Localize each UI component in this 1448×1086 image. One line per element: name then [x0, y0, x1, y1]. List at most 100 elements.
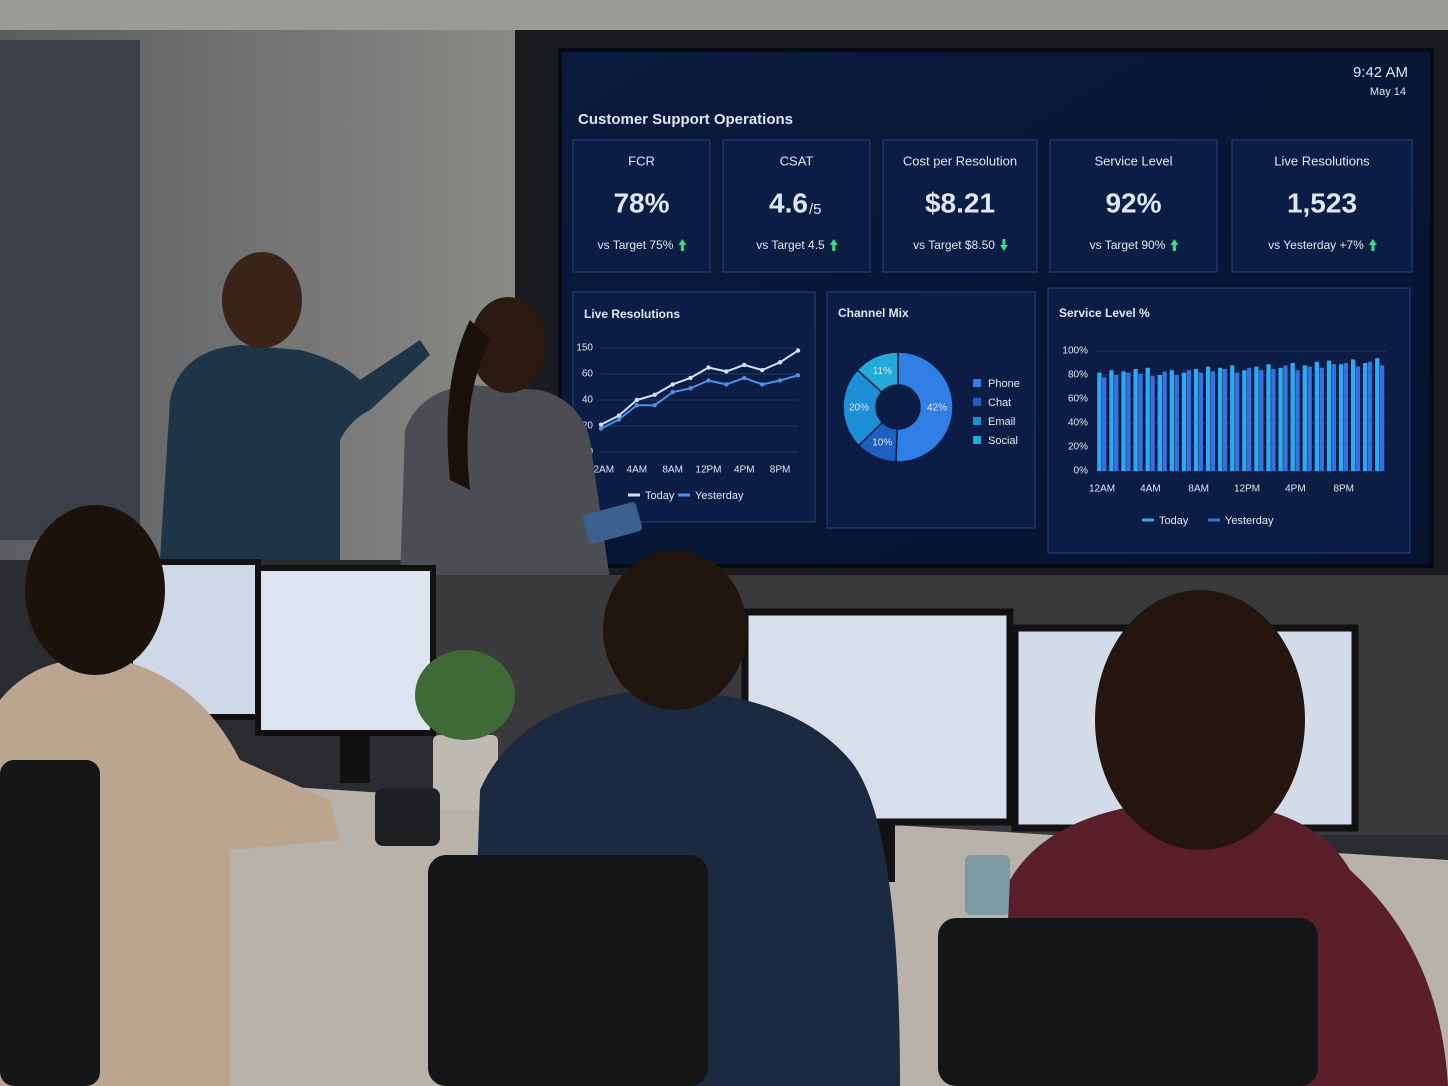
y-tick-label: 20: [582, 421, 594, 432]
point: [670, 390, 675, 395]
bar: [1338, 364, 1344, 471]
plant-leaves: [415, 650, 515, 740]
bar: [1295, 370, 1300, 471]
x-tick-label: 12PM: [695, 465, 721, 476]
monitor: [255, 565, 436, 736]
dashboard-title: Customer Support Operations: [578, 111, 793, 128]
chair: [0, 760, 100, 1086]
bar: [1102, 377, 1107, 471]
bar: [1121, 371, 1126, 471]
man-head: [222, 252, 302, 348]
x-tick-label: 12AM: [588, 465, 614, 476]
point: [652, 403, 657, 408]
bar: [1133, 369, 1138, 471]
legend-label: Today: [1159, 515, 1189, 527]
bar: [1242, 370, 1247, 471]
bar: [1355, 366, 1361, 471]
panel: [722, 139, 871, 273]
point: [742, 375, 747, 381]
x-tick-label: 4AM: [1140, 484, 1161, 495]
point: [759, 367, 765, 373]
x-tick-label: 4PM: [734, 465, 755, 476]
kpi-label: Service Level: [1094, 153, 1172, 168]
line: [600, 349, 799, 426]
y-tick-label: 40: [582, 395, 594, 406]
legend-label: Yesterday: [1225, 515, 1274, 527]
dashboard: Customer Support Operations 9:42 AM May …: [572, 64, 1413, 554]
point: [616, 413, 622, 418]
legend-label: Chat: [988, 397, 1011, 409]
slice-label: 20%: [849, 402, 869, 413]
kpi-comparison: vs Target $8.50: [913, 238, 995, 252]
bar: [1331, 364, 1336, 471]
trend-arrow: [1170, 239, 1179, 251]
bar: [1290, 363, 1295, 471]
legend-swatch: [973, 436, 981, 444]
y-tick-label: 0%: [1074, 466, 1089, 477]
bar: [1193, 369, 1199, 471]
standing-people: [160, 252, 643, 580]
point: [706, 365, 711, 370]
pie-slice: [895, 351, 954, 463]
legend-label: Email: [988, 416, 1016, 428]
point: [634, 397, 640, 403]
chart-title: Live Resolutions: [584, 307, 680, 321]
panel: [1049, 139, 1218, 273]
y-tick-label: 20%: [1068, 442, 1088, 453]
kpi-comparison: vs Yesterday +7%: [1268, 238, 1364, 252]
kpi-comparison: vs Target 90%: [1090, 238, 1166, 252]
point: [759, 382, 765, 387]
clock-time: 9:42 AM: [1353, 64, 1408, 81]
bar: [1198, 372, 1204, 471]
bar: [1205, 366, 1211, 471]
trend-arrow: [1368, 239, 1377, 251]
bar: [1326, 360, 1332, 471]
kpi-value: 92%: [1105, 187, 1161, 218]
point: [598, 426, 604, 431]
bar: [1271, 369, 1276, 471]
point: [795, 373, 801, 378]
y-tick-label: 100%: [1062, 346, 1088, 357]
bar: [1138, 373, 1143, 471]
point: [742, 362, 747, 368]
point: [634, 403, 640, 408]
y-tick-label: 150: [576, 343, 593, 354]
panel: [572, 291, 816, 523]
y-tick-label: 80%: [1068, 370, 1088, 381]
kpi-unit: /5: [809, 201, 822, 218]
point: [670, 382, 675, 387]
x-tick-label: 4AM: [627, 465, 648, 476]
window: [0, 40, 140, 540]
bar: [1169, 370, 1175, 471]
chart-title: Service Level %: [1059, 306, 1150, 320]
kpi-value: 78%: [613, 187, 669, 218]
kpi-label: Cost per Resolution: [903, 153, 1017, 168]
panel: [882, 139, 1038, 273]
kpi-value: 4.6: [769, 187, 808, 218]
point: [688, 375, 693, 381]
slice-label: 10%: [872, 437, 892, 448]
bar: [1162, 371, 1167, 471]
trend-arrow: [999, 239, 1008, 251]
legend-swatch: [973, 398, 981, 406]
x-tick-label: 12AM: [1089, 484, 1115, 495]
bar: [1234, 372, 1240, 471]
bar: [1350, 359, 1356, 471]
bar: [1379, 365, 1385, 471]
bar: [1283, 365, 1288, 471]
chair: [428, 855, 708, 1086]
bar: [1266, 364, 1271, 471]
panel: [572, 139, 711, 273]
mug: [965, 855, 1010, 915]
legend-label: Phone: [988, 378, 1020, 390]
bar: [1367, 361, 1373, 471]
point: [616, 417, 622, 422]
bar: [1259, 370, 1264, 471]
woman-hair: [447, 320, 490, 490]
x-tick-label: 12PM: [1234, 484, 1260, 495]
ceiling: [0, 0, 1448, 30]
chairs: [0, 760, 1318, 1086]
bar: [1254, 366, 1259, 471]
slice-label: 42%: [927, 402, 947, 413]
